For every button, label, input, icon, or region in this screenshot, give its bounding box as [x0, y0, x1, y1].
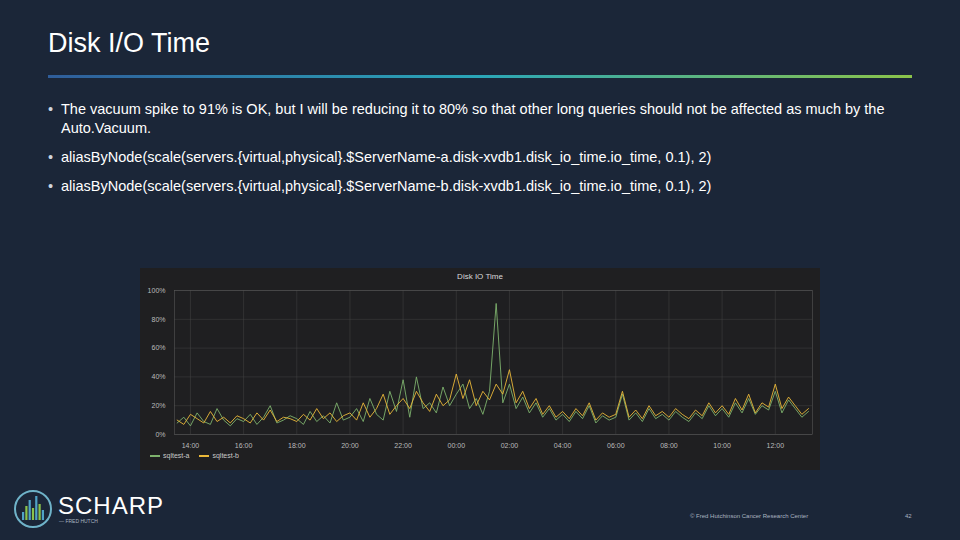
html-text:aliasByNode(scale(servers.{vir: aliasByNode(scale(servers.{virtual,physi… — [61, 149, 712, 165]
html-text:sqltest-a: sqltest-a — [163, 452, 190, 459]
svg-text:0%: 0% — [155, 431, 165, 438]
svg-text:02:00: 02:00 — [501, 442, 519, 449]
svg-text:12:00: 12:00 — [767, 442, 785, 449]
html-text:— FRED HUTCH: — FRED HUTCH — [59, 518, 98, 524]
html-text:sqltest-b: sqltest-b — [212, 452, 239, 459]
svg-text:16:00: 16:00 — [235, 442, 253, 449]
svg-text:22:00: 22:00 — [394, 442, 412, 449]
svg-text:18:00: 18:00 — [288, 442, 306, 449]
html-text:Disk I/O Time: Disk I/O Time — [48, 28, 210, 58]
svg-text:10:00: 10:00 — [713, 442, 731, 449]
html-text:© Fred Hutchinson Cancer Resea: © Fred Hutchinson Cancer Research Center — [690, 513, 809, 519]
svg-text:20%: 20% — [151, 402, 165, 409]
svg-text:00:00: 00:00 — [448, 442, 466, 449]
svg-text:80%: 80% — [151, 316, 165, 323]
svg-text:04:00: 04:00 — [554, 442, 572, 449]
html-text:SCHARP: SCHARP — [58, 492, 164, 519]
svg-text:14:00: 14:00 — [182, 442, 200, 449]
html-text:Disk IO Time: Disk IO Time — [457, 272, 503, 281]
svg-text:08:00: 08:00 — [660, 442, 678, 449]
svg-text:100%: 100% — [148, 287, 166, 294]
svg-text:60%: 60% — [151, 344, 165, 351]
svg-text:20:00: 20:00 — [341, 442, 359, 449]
html-text:aliasByNode(scale(servers.{vir: aliasByNode(scale(servers.{virtual,physi… — [61, 178, 712, 194]
svg-text:40%: 40% — [151, 373, 165, 380]
html-text:42: 42 — [905, 513, 912, 519]
svg-text:06:00: 06:00 — [607, 442, 625, 449]
html-text:The vacuum spike to 91% is OK,: The vacuum spike to 91% is OK, but I wil… — [61, 101, 885, 136]
